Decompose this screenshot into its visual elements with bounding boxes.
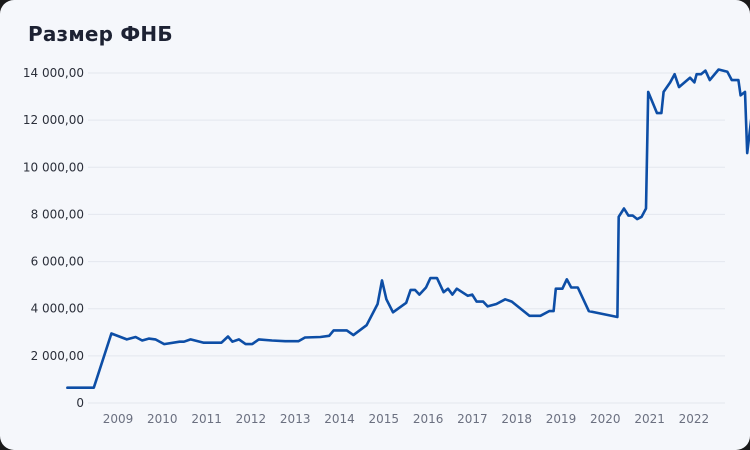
gridlines	[88, 72, 725, 404]
x-tick-label: 2010	[147, 412, 178, 426]
x-tick-label: 2011	[191, 412, 222, 426]
y-tick-label: 2 000,00	[31, 349, 84, 363]
x-tick-label: 2019	[546, 412, 577, 426]
x-axis-labels: 2009 2010 2011 2012 2013 2014 2015 2016 2017 2018…	[103, 412, 709, 426]
y-tick-label: 14 000,00	[23, 66, 84, 80]
y-tick-label: 0	[76, 396, 84, 410]
y-tick-label: 10 000,00	[23, 160, 84, 174]
x-tick-label: 2018	[501, 412, 532, 426]
y-tick-label: 4 000,00	[31, 302, 84, 316]
x-tick-label: 2020	[590, 412, 621, 426]
x-tick-label: 2021	[634, 412, 665, 426]
y-tick-label: 8 000,00	[31, 207, 84, 221]
x-tick-label: 2015	[369, 412, 400, 426]
chart-title: Размер ФНБ	[28, 22, 173, 46]
y-tick-label: 6 000,00	[31, 255, 84, 269]
x-tick-label: 2017	[457, 412, 488, 426]
x-tick-label: 2016	[413, 412, 444, 426]
y-axis-labels: 0 2 000,00 4 000,00 6 000,00 8 000,00 10 000,…	[23, 66, 84, 410]
fnb-size-line	[66, 68, 750, 390]
x-tick-label: 2009	[103, 412, 134, 426]
y-tick-label: 12 000,00	[23, 113, 84, 127]
x-tick-label: 2013	[280, 412, 311, 426]
x-tick-label: 2012	[236, 412, 267, 426]
x-tick-label: 2022	[679, 412, 710, 426]
x-tick-label: 2014	[324, 412, 355, 426]
